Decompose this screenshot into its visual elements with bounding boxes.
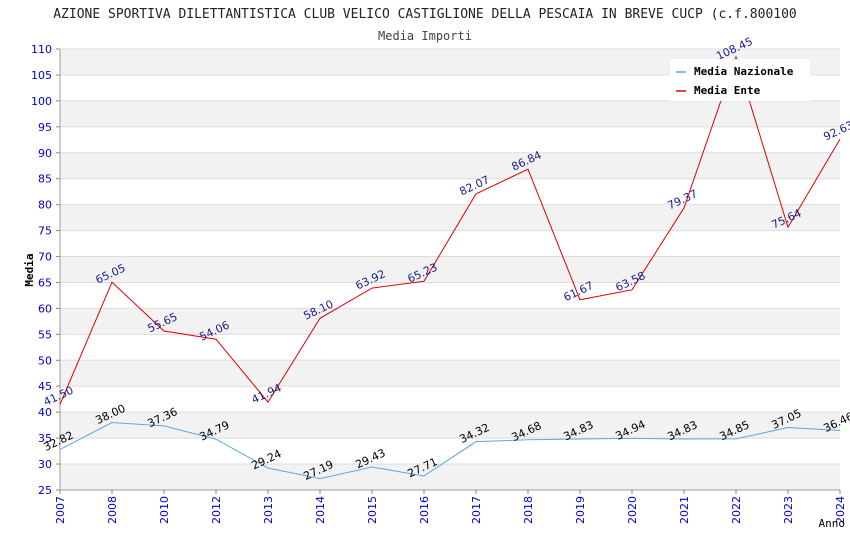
x-tick-label: 2018 bbox=[522, 496, 535, 524]
grid-band bbox=[60, 308, 840, 335]
grid-band bbox=[60, 412, 840, 439]
series-line-media-nazionale bbox=[59, 422, 841, 480]
x-axis-label: Anno bbox=[819, 517, 846, 530]
y-tick-label: 70 bbox=[38, 251, 52, 264]
series-line-media-ente bbox=[59, 55, 841, 405]
y-tick-label: 60 bbox=[38, 302, 52, 315]
x-tick-label: 2017 bbox=[470, 496, 483, 524]
x-tick-label: 2013 bbox=[262, 496, 275, 524]
y-tick-label: 40 bbox=[38, 406, 52, 419]
y-axis-ticks: 25 30 35 40 45 50 55 60 65 70 75 80 85 90 95 100 105 110 bbox=[31, 43, 60, 497]
grid-band bbox=[60, 256, 840, 283]
legend-box bbox=[670, 59, 810, 101]
grid-band bbox=[60, 204, 840, 231]
x-tick-label: 2022 bbox=[730, 496, 743, 524]
y-tick-label: 105 bbox=[31, 69, 52, 82]
y-tick-label: 110 bbox=[31, 43, 52, 56]
y-axis-label: Media bbox=[23, 253, 36, 286]
y-tick-label: 75 bbox=[38, 225, 52, 238]
chart-subtitle: Media Importi bbox=[378, 29, 472, 43]
x-tick-label: 2019 bbox=[574, 496, 587, 524]
y-tick-label: 30 bbox=[38, 458, 52, 471]
x-tick-label: 2020 bbox=[626, 496, 639, 524]
grid-band bbox=[60, 152, 840, 179]
grid-lines bbox=[60, 48, 840, 491]
legend-label: Media Ente bbox=[694, 84, 761, 97]
y-tick-label: 90 bbox=[38, 147, 52, 160]
x-tick-label: 2015 bbox=[366, 496, 379, 524]
x-tick-label: 2023 bbox=[782, 496, 795, 524]
x-tick-label: 2024 bbox=[834, 496, 847, 524]
x-axis-ticks: 2007 2008 2010 2012 2013 2014 2015 2016 2017 2018… bbox=[54, 490, 847, 524]
y-tick-label: 95 bbox=[38, 121, 52, 134]
grid-band bbox=[60, 464, 840, 490]
y-tick-label: 80 bbox=[38, 199, 52, 212]
y-tick-label: 45 bbox=[38, 380, 52, 393]
x-tick-label: 2021 bbox=[678, 496, 691, 524]
y-tick-label: 85 bbox=[38, 173, 52, 186]
y-tick-label: 50 bbox=[38, 354, 52, 367]
x-tick-label: 2010 bbox=[158, 496, 171, 524]
grid-band bbox=[60, 100, 840, 127]
y-tick-label: 55 bbox=[38, 328, 52, 341]
y-tick-label: 35 bbox=[38, 432, 52, 445]
series-group bbox=[59, 55, 841, 480]
x-tick-label: 2008 bbox=[106, 496, 119, 524]
legend: Media Nazionale Media Ente bbox=[670, 59, 810, 101]
x-tick-label: 2007 bbox=[54, 496, 67, 524]
grid-band bbox=[60, 360, 840, 387]
x-tick-label: 2012 bbox=[210, 496, 223, 524]
chart-title: AZIONE SPORTIVA DILETTANTISTICA CLUB VEL… bbox=[53, 7, 797, 22]
x-tick-label: 2016 bbox=[418, 496, 431, 524]
y-tick-label: 100 bbox=[31, 95, 52, 108]
legend-label: Media Nazionale bbox=[694, 65, 794, 78]
y-tick-label: 25 bbox=[38, 484, 52, 497]
x-tick-label: 2014 bbox=[314, 496, 327, 524]
grid-bands bbox=[60, 49, 840, 490]
y-tick-label: 65 bbox=[38, 276, 52, 289]
